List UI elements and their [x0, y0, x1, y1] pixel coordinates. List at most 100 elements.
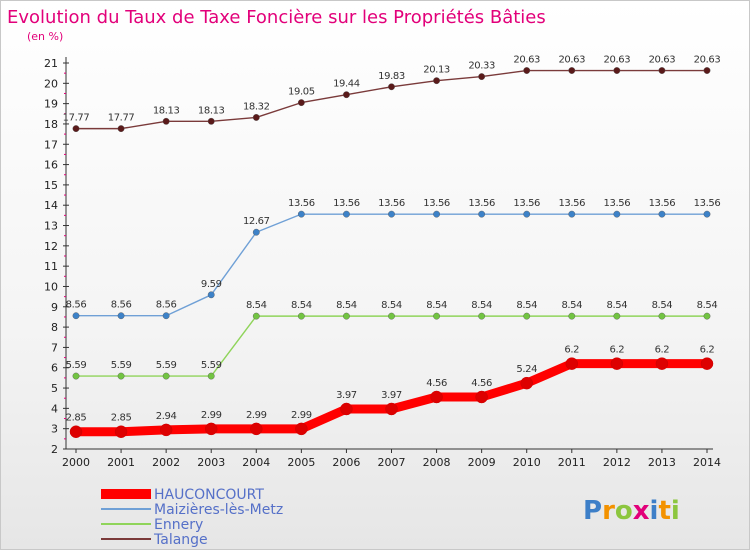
data-label: 20.63: [604, 55, 631, 66]
data-label: 3.97: [381, 390, 402, 401]
data-point: [565, 357, 579, 370]
data-point: [207, 291, 215, 299]
data-point: [568, 210, 576, 218]
data-label: 5.24: [516, 364, 537, 375]
data-label: 18.13: [198, 105, 225, 116]
y-axis-unit: (en %): [27, 30, 63, 43]
brand-letter: P: [583, 496, 602, 526]
data-point: [523, 67, 531, 74]
data-labels: 17.77 17.77 18.13 18.13 18.32 19.05 19.44 19.83…: [63, 55, 721, 424]
data-point: [658, 67, 666, 74]
data-point: [72, 372, 80, 380]
data-point: [297, 99, 305, 107]
data-point: [655, 357, 669, 370]
data-label: 13.56: [288, 198, 315, 209]
brand-letter: r: [602, 496, 615, 526]
legend-label: Maizières-lès-Metz: [154, 502, 283, 518]
data-point: [162, 372, 170, 380]
data-point: [703, 210, 711, 218]
data-label: 8.56: [66, 300, 87, 311]
x-tick-label: 2011: [558, 456, 586, 469]
x-tick-label: 2013: [648, 456, 676, 469]
data-point: [252, 312, 260, 320]
data-label: 5.59: [156, 360, 177, 371]
axes: 2 3 4 5 6 7 8 9 10 11 12 13 14 15 16 17 18 19 20 21 2000 2001…: [44, 57, 721, 469]
x-tick-label: 2010: [513, 456, 541, 469]
y-tick-label: 3: [51, 423, 58, 436]
y-tick-label: 6: [51, 362, 58, 375]
data-point: [117, 372, 125, 380]
x-tick-label: 2006: [332, 456, 360, 469]
x-tick-label: 2000: [62, 456, 90, 469]
legend-item: Maizières-lès-Metz: [101, 502, 283, 518]
data-point: [69, 425, 83, 438]
y-tick-label: 13: [44, 220, 58, 233]
data-label: 8.54: [291, 300, 312, 311]
y-tick-label: 5: [51, 382, 58, 395]
legend: HAUCONCOURTMaizières-lès-MetzEnneryTalan…: [101, 487, 283, 548]
series-ennery: [72, 312, 711, 380]
data-point: [297, 210, 305, 218]
legend-swatch: [101, 489, 151, 499]
data-point: [433, 77, 440, 85]
data-label: 9.59: [201, 279, 222, 290]
data-point: [72, 312, 80, 320]
data-point: [117, 312, 125, 320]
data-label: 8.54: [426, 300, 447, 311]
data-point: [204, 422, 218, 436]
data-point: [568, 312, 576, 320]
data-label: 8.54: [561, 300, 582, 311]
data-point: [162, 117, 170, 125]
data-label: 2.99: [246, 410, 267, 421]
data-point: [613, 67, 621, 74]
data-label: 2.85: [111, 413, 132, 424]
x-tick-label: 2002: [152, 456, 180, 469]
y-tick-label: 14: [44, 199, 58, 212]
data-point: [520, 376, 533, 390]
data-label: 6.2: [655, 345, 670, 356]
data-label: 12.67: [243, 216, 270, 227]
data-label: 13.56: [513, 198, 540, 209]
data-label: 20.63: [649, 55, 676, 66]
data-label: 2.99: [201, 410, 222, 421]
data-point: [159, 423, 173, 437]
data-label: 18.32: [243, 101, 270, 112]
data-point: [343, 210, 350, 218]
data-label: 2.85: [66, 413, 87, 424]
legend-label: HAUCONCOURT: [154, 487, 264, 503]
data-label: 17.77: [108, 113, 135, 124]
data-label: 19.44: [333, 79, 360, 90]
data-point: [388, 83, 395, 91]
data-point: [703, 312, 711, 320]
brand-logo: Proxiti: [583, 496, 680, 526]
brand-letter: x: [633, 496, 650, 526]
x-tick-label: 2004: [242, 456, 270, 469]
brand-letter: o: [615, 496, 633, 526]
data-label: 6.2: [700, 345, 715, 356]
x-tick-label: 2014: [693, 456, 721, 469]
data-label: 5.59: [66, 360, 87, 371]
data-label: 4.56: [426, 378, 447, 389]
brand-wordmark: Proxiti: [583, 496, 680, 526]
series-layer: [69, 67, 714, 438]
data-label: 13.56: [423, 198, 450, 209]
data-label: 18.13: [153, 105, 180, 116]
data-point: [433, 210, 440, 218]
data-point: [430, 390, 443, 404]
data-label: 20.13: [423, 65, 450, 76]
brand-letter: t: [658, 496, 670, 526]
data-point: [388, 312, 395, 320]
y-tick-label: 7: [51, 341, 58, 354]
data-label: 13.56: [558, 198, 585, 209]
data-label: 8.54: [336, 300, 357, 311]
data-label: 13.56: [604, 198, 631, 209]
data-point: [478, 312, 486, 320]
data-label: 20.33: [468, 61, 495, 72]
data-point: [658, 312, 666, 320]
legend-item: HAUCONCOURT: [101, 487, 264, 503]
data-point: [295, 422, 308, 436]
data-point: [343, 312, 350, 320]
data-point: [252, 228, 260, 236]
data-label: 4.56: [471, 378, 492, 389]
data-label: 20.63: [694, 55, 721, 66]
